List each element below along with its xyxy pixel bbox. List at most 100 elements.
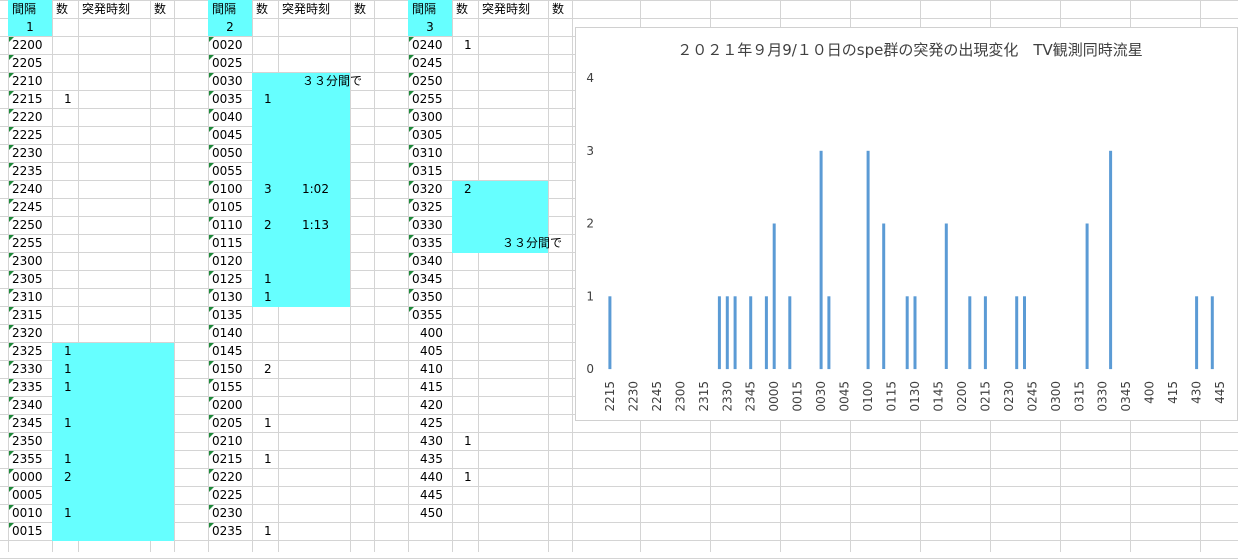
time-cell[interactable]: 0045 <box>212 128 243 142</box>
time-cell[interactable]: 400 <box>420 326 443 340</box>
header-cell[interactable]: 間隔 <box>412 2 437 16</box>
time-cell[interactable]: 0110 <box>212 218 243 232</box>
time-cell[interactable]: 0245 <box>412 56 443 70</box>
block-id-cell[interactable]: 1 <box>26 20 34 34</box>
count-cell[interactable]: 2 <box>464 182 472 196</box>
time-cell[interactable]: 2220 <box>12 110 43 124</box>
time-cell[interactable]: 2355 <box>12 452 43 466</box>
bar-0150[interactable] <box>944 223 948 370</box>
count-cell[interactable]: 1 <box>264 416 272 430</box>
count-cell[interactable]: 1 <box>64 362 72 376</box>
time-cell[interactable]: 0125 <box>212 272 243 286</box>
time-cell[interactable]: 0220 <box>212 470 243 484</box>
header-cell[interactable]: 突発時刻 <box>282 2 331 16</box>
block-id-cell[interactable]: 3 <box>426 20 434 34</box>
bar-0000[interactable] <box>772 223 776 370</box>
time-cell[interactable]: 0320 <box>412 182 443 196</box>
time-cell[interactable]: 0035 <box>212 92 243 106</box>
bar-2215[interactable] <box>608 296 612 370</box>
time-cell[interactable]: 435 <box>420 452 443 466</box>
time-cell[interactable]: 2330 <box>12 362 43 376</box>
time-cell[interactable]: 0240 <box>412 38 443 52</box>
bar-2345[interactable] <box>749 296 753 370</box>
time-cell[interactable]: 0350 <box>412 290 443 304</box>
bar-0335[interactable] <box>1109 150 1113 370</box>
count-cell[interactable]: 1 <box>64 92 72 106</box>
time-cell[interactable]: 0130 <box>212 290 243 304</box>
time-cell[interactable]: 440 <box>420 470 443 484</box>
time-cell[interactable]: 430 <box>420 434 443 448</box>
time-cell[interactable]: 0105 <box>212 200 243 214</box>
time-cell[interactable]: 2305 <box>12 272 43 286</box>
count-cell[interactable]: 1 <box>464 434 472 448</box>
count-cell[interactable]: 2 <box>264 218 272 232</box>
bar-2335[interactable] <box>733 296 737 370</box>
time-cell[interactable]: 2310 <box>12 290 43 304</box>
time-cell[interactable]: 0315 <box>412 164 443 178</box>
bar-2325[interactable] <box>717 296 721 370</box>
time-cell[interactable]: 445 <box>420 488 443 502</box>
time-cell[interactable]: 450 <box>420 506 443 520</box>
time-cell[interactable]: 0140 <box>212 326 243 340</box>
time-cell[interactable]: 0345 <box>412 272 443 286</box>
time-cell[interactable]: 2240 <box>12 182 43 196</box>
count-cell[interactable]: 1 <box>264 272 272 286</box>
time-cell[interactable]: 0030 <box>212 74 243 88</box>
count-cell[interactable]: 1 <box>464 470 472 484</box>
time-cell[interactable]: 0115 <box>212 236 243 250</box>
time-cell[interactable]: 420 <box>420 398 443 412</box>
time-cell[interactable]: 2315 <box>12 308 43 322</box>
time-cell[interactable]: 2255 <box>12 236 43 250</box>
time-cell[interactable]: 2345 <box>12 416 43 430</box>
time-cell[interactable]: 0150 <box>212 362 243 376</box>
bar-0130[interactable] <box>913 296 917 370</box>
count-cell[interactable]: 1 <box>464 38 472 52</box>
time-cell[interactable]: 0020 <box>212 38 243 52</box>
time-cell[interactable]: 0025 <box>212 56 243 70</box>
header-cell[interactable]: 突発時刻 <box>82 2 131 16</box>
bar-0110[interactable] <box>882 223 886 370</box>
count-cell[interactable]: 2 <box>64 470 72 484</box>
time-cell[interactable]: 0325 <box>412 200 443 214</box>
count-cell[interactable]: 1 <box>64 506 72 520</box>
time-cell[interactable]: 0055 <box>212 164 243 178</box>
header-cell[interactable]: 数 <box>154 2 167 16</box>
time-cell[interactable]: 415 <box>420 380 443 394</box>
time-cell[interactable]: 410 <box>420 362 443 376</box>
time-cell[interactable]: 0145 <box>212 344 243 358</box>
bar-2355[interactable] <box>764 296 768 370</box>
bar-0215[interactable] <box>983 296 987 370</box>
header-cell[interactable]: 数 <box>354 2 367 16</box>
time-cell[interactable]: 2335 <box>12 380 43 394</box>
time-cell[interactable]: 0200 <box>212 398 243 412</box>
time-cell[interactable]: 0000 <box>12 470 43 484</box>
header-cell[interactable]: 数 <box>456 2 469 16</box>
time-cell[interactable]: 0050 <box>212 146 243 160</box>
time-cell[interactable]: 2235 <box>12 164 43 178</box>
header-cell[interactable]: 数 <box>56 2 69 16</box>
time-cell[interactable]: 0235 <box>212 524 243 538</box>
count-cell[interactable]: 1 <box>264 524 272 538</box>
time-cell[interactable]: 0330 <box>412 218 443 232</box>
time-cell[interactable]: 425 <box>420 416 443 430</box>
count-cell[interactable]: 1 <box>64 344 72 358</box>
count-cell[interactable]: 1 <box>64 380 72 394</box>
bar-0100[interactable] <box>866 150 870 370</box>
count-cell[interactable]: 1 <box>264 452 272 466</box>
time-cell[interactable]: 0100 <box>212 182 243 196</box>
time-cell[interactable]: 0040 <box>212 110 243 124</box>
time-cell[interactable]: 0215 <box>212 452 243 466</box>
time-cell[interactable]: 0340 <box>412 254 443 268</box>
time-cell[interactable]: 0225 <box>212 488 243 502</box>
time-cell[interactable]: 2200 <box>12 38 43 52</box>
count-cell[interactable]: 2 <box>264 362 272 376</box>
count-cell[interactable]: 1 <box>64 416 72 430</box>
time-cell[interactable]: 0155 <box>212 380 243 394</box>
bar-2330[interactable] <box>725 296 729 370</box>
count-cell[interactable]: 1 <box>264 290 272 304</box>
note-cell[interactable]: 1:13 <box>302 218 329 232</box>
time-cell[interactable]: 2205 <box>12 56 43 70</box>
time-cell[interactable]: 2215 <box>12 92 43 106</box>
header-cell[interactable]: 数 <box>256 2 269 16</box>
